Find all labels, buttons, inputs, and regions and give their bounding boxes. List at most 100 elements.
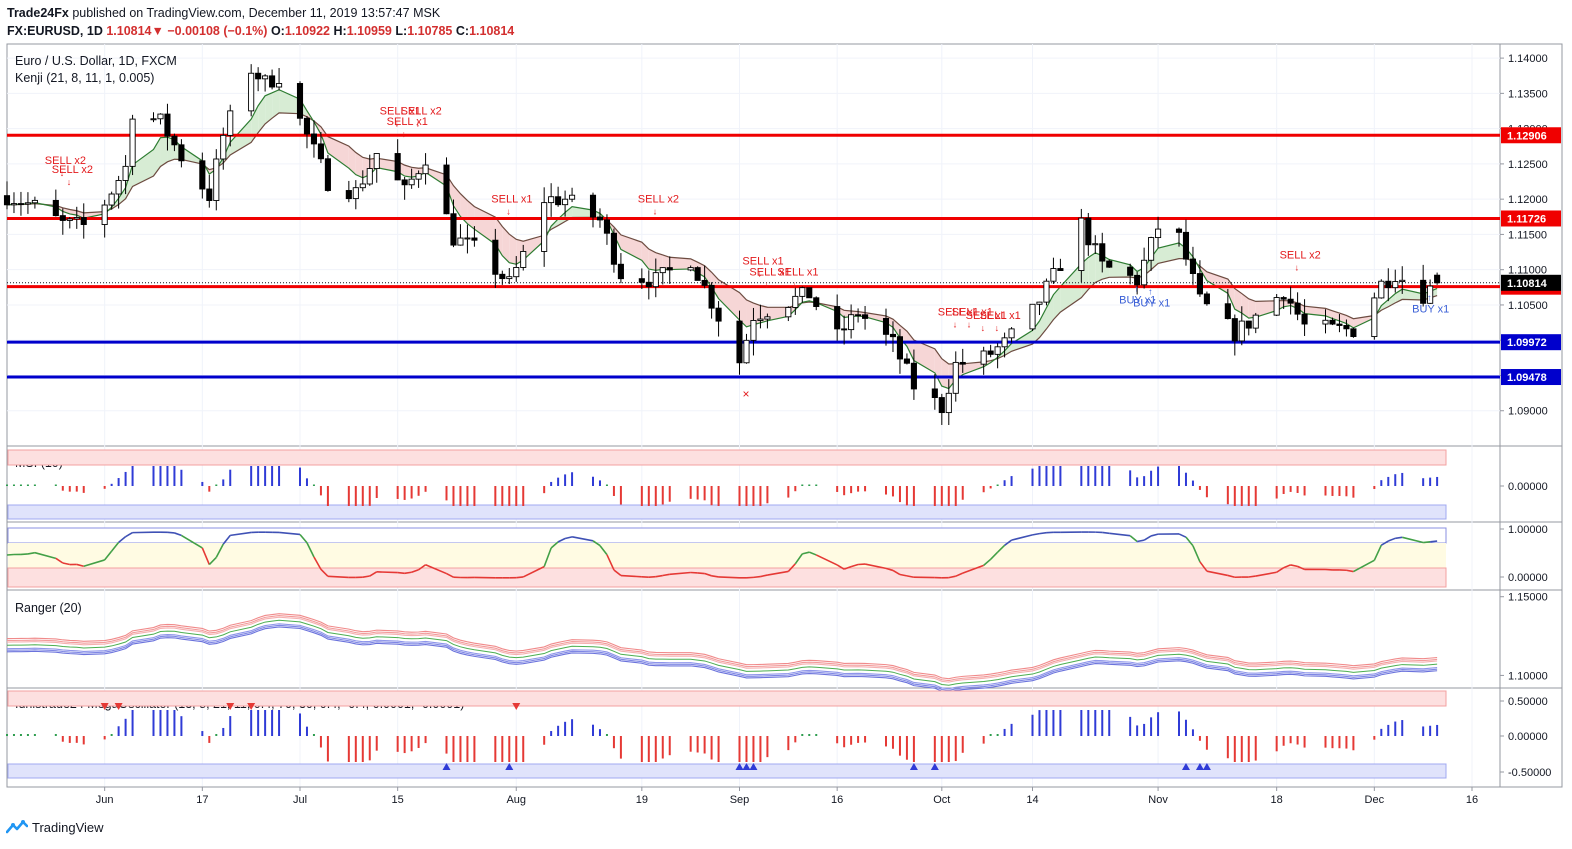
level-price-tag [1501, 369, 1561, 386]
chart-header: Trade24Fx published on TradingView.com, … [7, 4, 514, 40]
tradingview-brand: TradingView [32, 819, 104, 835]
tdi-segment [418, 564, 427, 571]
candle-bull [506, 276, 513, 280]
kenji-cloud-segment [1304, 306, 1326, 316]
mega-sell-marker-icon [247, 703, 256, 710]
tdi-segment [899, 573, 908, 577]
time-tick-label: Jun [96, 794, 114, 806]
tdi-segment [962, 564, 984, 574]
tdi-segment [1150, 533, 1159, 537]
kenji-cloud-segment [1241, 293, 1249, 319]
tradingview-footer[interactable]: TradingView [6, 819, 104, 835]
tdi-segment [180, 534, 203, 549]
tdi-segment [760, 574, 768, 578]
tdi-segment [20, 553, 28, 556]
candle-bull [415, 173, 422, 180]
published-text: published on TradingView.com, December 1… [72, 6, 441, 20]
tradingview-logo-icon [6, 820, 28, 834]
mega-sell-marker-icon [512, 703, 521, 710]
candle-bear [59, 215, 66, 221]
mega-buy-marker-icon [1202, 763, 1211, 770]
kenji-cloud-segment [425, 167, 447, 187]
kenji-cloud-segment [404, 165, 412, 178]
tdi-segment [794, 553, 803, 565]
candle-bull [248, 72, 255, 112]
candle-bear [596, 216, 604, 221]
candle-bear [1287, 298, 1294, 304]
candle-bear [603, 219, 611, 234]
kenji-cloud-segment [662, 254, 670, 270]
candle-bull [945, 392, 952, 414]
candle-bear [199, 160, 206, 190]
tdi-segment [906, 575, 915, 579]
tdi-segment [1297, 565, 1305, 571]
candle-bull [952, 361, 959, 394]
buy-signal-label: BUY x1 [1133, 297, 1170, 309]
tdi-segment [362, 575, 370, 579]
candle-bear [1245, 320, 1252, 329]
ranger-band-line [6, 613, 1438, 680]
buy-signal-label: BUY x1 [1412, 304, 1449, 316]
kenji-cloud-segment [1255, 300, 1277, 318]
tdi-segment [278, 531, 301, 536]
price-tick-label: 1.12000 [1508, 194, 1548, 206]
candle-bull [464, 237, 471, 240]
tdi-segment [990, 551, 999, 560]
candle-bull [541, 202, 548, 252]
kenji-cloud-segment [1248, 298, 1256, 319]
candle-bear [555, 196, 562, 206]
tdi-segment [997, 544, 1006, 553]
time-tick-label: 16 [831, 794, 843, 806]
candle-bull [1008, 328, 1015, 339]
candle-bull [792, 295, 799, 308]
close-value: 1.10814 [469, 24, 515, 38]
buy-arrow-icon: ↑ [1427, 293, 1432, 303]
kenji-cloud-segment [655, 252, 663, 271]
tdi-segment [1039, 531, 1047, 535]
mega-axis-label-zero: 0.00000 [1508, 731, 1548, 743]
kenji-cloud-segment [467, 200, 475, 230]
candle-bear [1127, 266, 1134, 276]
level-price-tag [1501, 127, 1561, 144]
level-price-tag [1501, 334, 1561, 351]
candle-bull [1155, 228, 1162, 239]
candle-bear [1175, 228, 1183, 233]
sell-arrow-icon: ↓ [953, 320, 958, 330]
tdi-segment [843, 565, 852, 570]
tdi-segment [1380, 540, 1389, 546]
candle-bear [882, 317, 890, 335]
tdi-segment [376, 571, 398, 574]
price-tick-label: 1.12500 [1508, 159, 1548, 171]
candle-bull [757, 318, 764, 321]
candle-bear [1231, 318, 1238, 342]
candle-bull [115, 180, 122, 195]
tdi-segment [1248, 575, 1256, 578]
kenji-cloud-segment [962, 361, 984, 375]
kenji-cloud-segment [509, 234, 517, 265]
kenji-cloud-segment [1004, 343, 1012, 356]
candle-bull [422, 164, 429, 175]
candle-bull [352, 187, 359, 200]
mega-buy-marker-icon [735, 763, 744, 770]
candle-bear [1134, 274, 1141, 286]
candle-bear [164, 113, 171, 137]
candle-bear [3, 195, 11, 206]
kenji-cloud-segment [1402, 289, 1424, 301]
kenji-cloud-segment [258, 95, 266, 133]
tdi-segment [1102, 531, 1110, 535]
sell-signal-label: SELL x1 [952, 307, 993, 319]
price-tick-label: 1.11000 [1508, 265, 1547, 277]
candle-bull [562, 198, 569, 206]
kenji-fast-line [6, 89, 1438, 390]
candle-bear [701, 279, 708, 286]
last-price: 1.10814 [106, 24, 152, 38]
tdi-segment [1395, 536, 1403, 540]
candle-bull [652, 272, 659, 288]
msi-axis-label: 0.00000 [1508, 481, 1548, 493]
candle-bear [903, 358, 910, 364]
tdi-segment [1206, 570, 1228, 577]
publisher-name[interactable]: Trade24Fx [7, 6, 69, 20]
candle-bull [408, 178, 415, 186]
tdi-segment [550, 541, 559, 549]
